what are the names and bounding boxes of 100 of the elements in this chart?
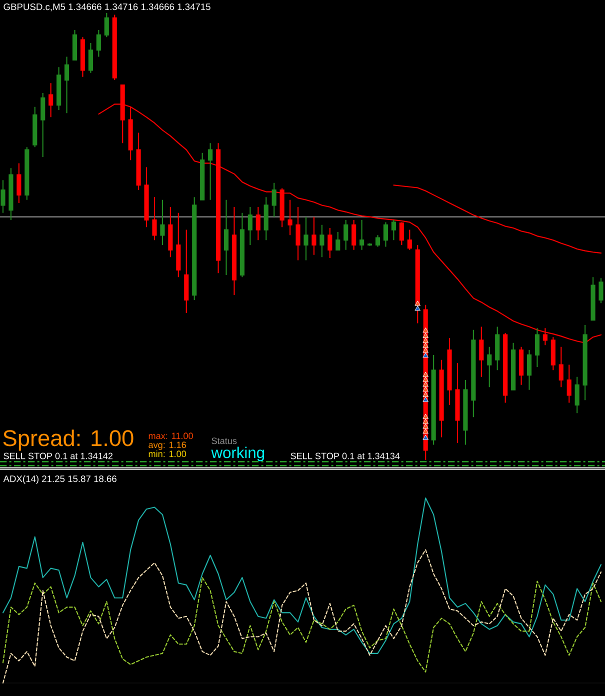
candlestick [367, 242, 372, 246]
candlestick [224, 199, 229, 276]
candlestick [248, 206, 252, 246]
candlestick [336, 232, 340, 250]
candlestick [503, 332, 508, 404]
candlestick [574, 376, 580, 414]
candlestick [192, 196, 197, 301]
candlestick [240, 212, 244, 278]
candlestick [439, 359, 444, 438]
candlestick [144, 166, 149, 228]
candlestick [598, 278, 604, 304]
candlestick [256, 206, 260, 241]
candlestick [511, 342, 516, 390]
point [422, 348, 428, 353]
candlestick [304, 216, 308, 261]
annotation: working [211, 446, 264, 462]
point [422, 328, 428, 333]
candlestick [344, 219, 348, 250]
candlestick [383, 222, 388, 248]
ref-line-label: SELL STOP 0.1 at 1.34134 [290, 452, 400, 460]
candlestick [296, 206, 300, 261]
candlestick [24, 146, 30, 200]
candlestick [32, 106, 38, 148]
point [422, 418, 428, 424]
candlestick [112, 14, 117, 81]
point [422, 392, 428, 397]
candlestick [208, 142, 213, 200]
candlestick [184, 229, 189, 314]
candlestick [566, 364, 572, 404]
annotation: min: 1.00 [148, 450, 186, 458]
chart-title: ADX(14) 21.25 15.87 18.66 [3, 475, 116, 484]
point [414, 300, 421, 306]
candlestick [471, 329, 476, 418]
candlestick [447, 337, 452, 406]
candlestick [328, 227, 332, 258]
point [422, 332, 428, 338]
candlestick [48, 82, 54, 118]
candlestick [0, 180, 6, 214]
candlestick [391, 219, 396, 241]
candlestick [375, 234, 380, 248]
candlestick [56, 66, 62, 111]
candlestick [415, 244, 420, 324]
candlestick [272, 182, 276, 218]
annotation: Status [212, 438, 237, 444]
ref-line-label: SELL STOP 0.1 at 1.34142 [4, 452, 113, 460]
candlestick [288, 199, 292, 236]
candlestick [128, 106, 133, 161]
point [414, 306, 421, 311]
point [422, 352, 428, 358]
point [422, 396, 428, 402]
annotation: avg: 1.16 [148, 442, 186, 450]
candlestick [40, 92, 46, 158]
candlestick [216, 142, 221, 274]
candlestick [590, 276, 596, 321]
candlestick [352, 219, 356, 250]
annotation: Spread: 1.00 [3, 430, 134, 451]
chart-title: GBPUSD.c,M5 1.34666 1.34716 1.34666 1.34715 [4, 4, 210, 12]
candlestick [463, 379, 468, 446]
candlestick [96, 29, 101, 58]
candlestick [72, 29, 78, 60]
candlestick [407, 229, 412, 250]
candlestick [160, 199, 165, 246]
candlestick [16, 162, 22, 204]
candlestick [104, 12, 109, 38]
point [422, 372, 428, 377]
candlestick [582, 324, 588, 401]
candlestick [64, 56, 70, 114]
point [422, 376, 428, 382]
candlestick [8, 168, 14, 220]
point [422, 342, 428, 348]
point [422, 382, 428, 387]
candlestick [526, 350, 532, 390]
candlestick [320, 224, 324, 258]
candlestick [550, 336, 556, 371]
point [422, 434, 428, 440]
candlestick [518, 346, 524, 386]
candlestick [264, 196, 268, 241]
candlestick [176, 212, 181, 278]
candlestick [487, 346, 492, 388]
candlestick [88, 42, 93, 74]
candlestick [280, 188, 284, 228]
candlestick [232, 206, 237, 296]
candlestick [431, 354, 436, 446]
point [422, 338, 428, 343]
candlestick [360, 219, 364, 250]
candlestick [455, 362, 460, 444]
candlestick [152, 196, 157, 241]
candlestick [534, 328, 540, 368]
candlestick [168, 206, 173, 258]
point [422, 424, 428, 429]
candlestick [136, 132, 141, 191]
candlestick [200, 152, 205, 200]
candlestick [558, 346, 564, 388]
candlestick [399, 222, 404, 246]
point [422, 414, 428, 419]
candlestick [495, 326, 500, 371]
candlestick [80, 36, 86, 78]
candlestick [479, 326, 484, 378]
annotation: max: 11.00 [148, 432, 193, 440]
point [422, 428, 428, 434]
